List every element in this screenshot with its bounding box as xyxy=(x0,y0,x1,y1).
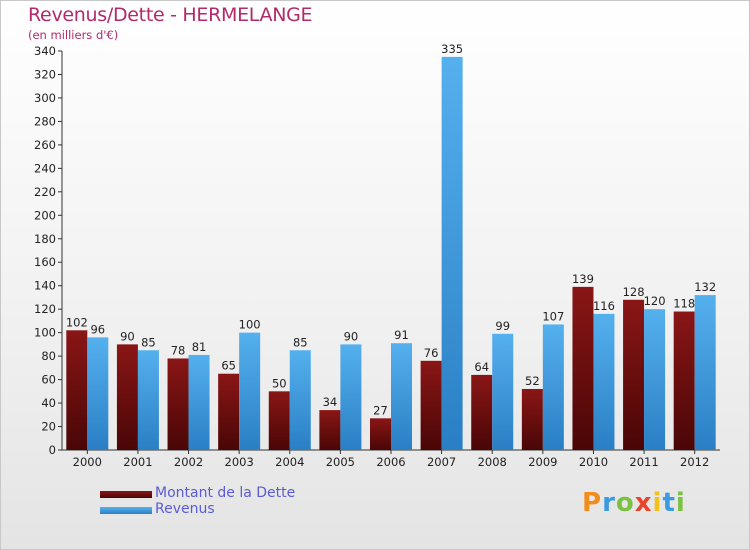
data-label-dette: 118 xyxy=(673,297,695,311)
data-label-dette: 90 xyxy=(120,329,135,343)
logo-letter: r xyxy=(602,488,616,518)
legend-swatch-dette xyxy=(100,491,152,498)
y-tick-label: 200 xyxy=(34,208,56,222)
bar-revenus xyxy=(542,324,564,450)
x-tick-label: 2012 xyxy=(680,455,709,469)
bar-dette xyxy=(268,391,290,450)
data-label-revenus: 116 xyxy=(593,299,615,313)
x-tick-label: 2005 xyxy=(326,455,355,469)
data-label-dette: 76 xyxy=(424,346,439,360)
data-label-dette: 50 xyxy=(272,376,287,390)
logo-letter: t xyxy=(662,488,676,518)
x-tick-label: 2001 xyxy=(123,455,152,469)
y-tick-label: 260 xyxy=(34,138,56,152)
data-label-revenus: 85 xyxy=(141,335,156,349)
bar-dette xyxy=(319,410,341,450)
data-label-revenus: 96 xyxy=(90,322,105,336)
bar-revenus xyxy=(644,309,666,450)
data-label-revenus: 120 xyxy=(644,294,666,308)
x-tick-label: 2010 xyxy=(579,455,608,469)
y-tick-label: 340 xyxy=(34,44,56,58)
data-label-dette: 102 xyxy=(66,315,88,329)
chart-title: Revenus/Dette - HERMELANGE xyxy=(28,4,313,26)
x-tick-label: 2003 xyxy=(225,455,254,469)
x-tick-label: 2000 xyxy=(73,455,102,469)
y-tick-label: 240 xyxy=(34,161,56,175)
data-label-revenus: 85 xyxy=(293,335,308,349)
y-tick-label: 180 xyxy=(34,232,56,246)
data-label-dette: 64 xyxy=(474,360,489,374)
x-tick-label: 2004 xyxy=(275,455,304,469)
y-tick-label: 20 xyxy=(41,420,56,434)
bar-dette xyxy=(420,360,442,450)
bar-revenus xyxy=(391,343,412,450)
data-label-dette: 65 xyxy=(221,359,236,373)
data-label-dette: 78 xyxy=(171,343,186,357)
bar-revenus xyxy=(492,333,514,450)
logo-letter: P xyxy=(582,488,603,518)
y-tick-label: 160 xyxy=(34,255,56,269)
data-label-revenus: 99 xyxy=(495,319,510,333)
data-label-dette: 27 xyxy=(373,403,388,417)
logo-letter: x xyxy=(634,488,653,518)
bar-revenus xyxy=(694,295,716,450)
x-tick-label: 2011 xyxy=(629,455,658,469)
chart-subtitle: (en milliers d'€) xyxy=(28,28,119,42)
data-label-dette: 139 xyxy=(572,272,594,286)
bar-revenus xyxy=(441,56,463,450)
data-label-revenus: 81 xyxy=(192,340,207,354)
bar-revenus xyxy=(87,337,109,450)
bar-dette xyxy=(116,344,138,450)
bar-revenus xyxy=(289,350,311,450)
data-label-revenus: 90 xyxy=(344,329,359,343)
legend-label-revenus: Revenus xyxy=(155,501,215,517)
data-label-revenus: 107 xyxy=(542,309,564,323)
legend-label-dette: Montant de la Dette xyxy=(155,485,296,501)
bar-dette xyxy=(572,286,594,450)
bar-revenus xyxy=(239,332,261,450)
x-tick-label: 2002 xyxy=(174,455,203,469)
bar-dette xyxy=(471,374,493,450)
bar-dette xyxy=(167,358,189,450)
bar-dette xyxy=(370,418,391,450)
data-label-dette: 34 xyxy=(323,395,338,409)
bar-dette xyxy=(623,299,645,450)
proxiti-logo: Proxiti xyxy=(582,488,686,518)
y-tick-label: 0 xyxy=(49,443,56,457)
bar-dette xyxy=(673,311,695,450)
logo-letter: i xyxy=(675,488,686,518)
y-tick-label: 60 xyxy=(41,373,56,387)
x-tick-label: 2006 xyxy=(376,455,405,469)
data-label-dette: 52 xyxy=(525,374,540,388)
y-tick-label: 100 xyxy=(34,326,56,340)
y-tick-label: 220 xyxy=(34,185,56,199)
data-label-dette: 128 xyxy=(623,285,645,299)
x-tick-label: 2008 xyxy=(478,455,507,469)
bar-dette xyxy=(521,388,543,450)
bar-revenus xyxy=(593,313,615,450)
legend-swatch-revenus xyxy=(100,507,152,514)
data-label-revenus: 100 xyxy=(239,318,261,332)
y-tick-label: 280 xyxy=(34,114,56,128)
bar-dette xyxy=(66,330,88,450)
logo-letter: o xyxy=(615,488,635,518)
logo-letter: i xyxy=(652,488,663,518)
x-tick-label: 2009 xyxy=(528,455,557,469)
y-tick-label: 140 xyxy=(34,279,56,293)
y-tick-label: 80 xyxy=(41,349,56,363)
y-tick-label: 120 xyxy=(34,302,56,316)
y-tick-label: 320 xyxy=(34,67,56,81)
x-tick-label: 2007 xyxy=(427,455,456,469)
y-tick-label: 40 xyxy=(41,396,56,410)
bar-dette xyxy=(218,373,240,450)
bar-revenus xyxy=(137,350,159,450)
bar-revenus xyxy=(340,344,362,450)
data-label-revenus: 132 xyxy=(694,280,716,294)
bar-revenus xyxy=(188,354,210,450)
y-tick-label: 300 xyxy=(34,91,56,105)
data-label-revenus: 335 xyxy=(441,42,463,56)
data-label-revenus: 91 xyxy=(394,328,409,342)
